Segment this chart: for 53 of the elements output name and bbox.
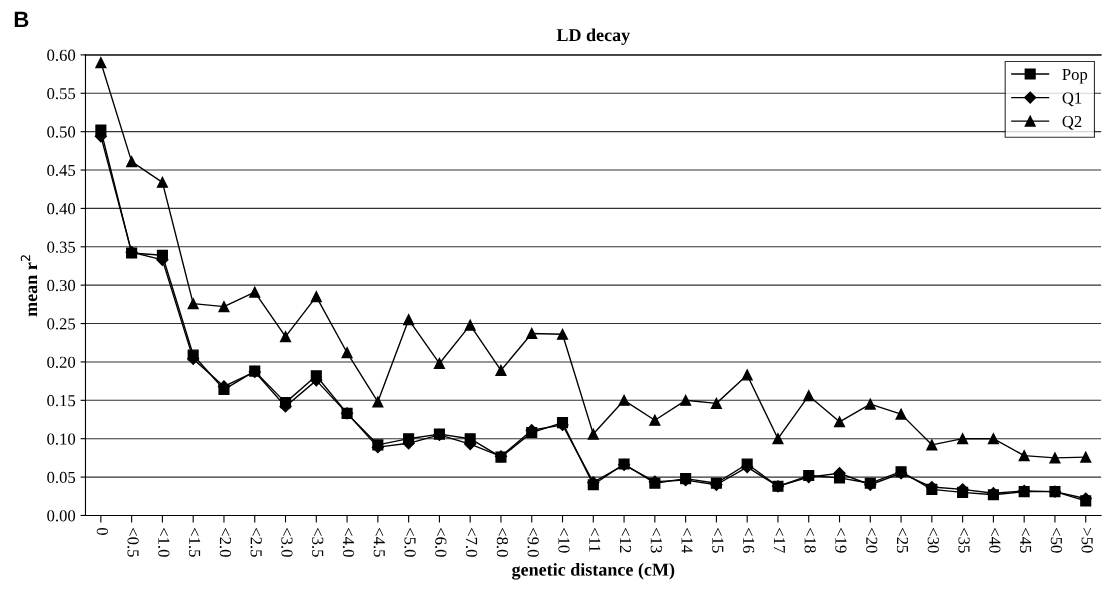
y-tick-label: 0.05 <box>47 471 76 484</box>
x-tick-label: <15 <box>712 528 724 553</box>
x-tick-label: <4.0 <box>342 528 355 557</box>
y-tick-label: 0.60 <box>47 49 76 61</box>
x-tick-label: <2.0 <box>219 528 232 557</box>
x-tick-label: <19 <box>835 528 847 553</box>
x-tick-label: 0 <box>96 527 108 535</box>
x-tick-label: <7.0 <box>465 528 478 557</box>
x-tick-label: <10 <box>558 528 570 553</box>
legend-label: Q2 <box>1062 115 1082 130</box>
x-tick-label: <16 <box>743 528 755 553</box>
x-tick-label: <6.0 <box>435 528 447 557</box>
text: B <box>14 11 29 28</box>
x-tick-label: <50 <box>1050 528 1063 553</box>
x-tick-label: <20 <box>866 528 878 553</box>
x-tick-label: <1.5 <box>188 528 201 557</box>
x-axis-title: genetic distance (cM) <box>512 563 675 580</box>
x-tick-label: <11 <box>589 528 601 552</box>
x-tick-label: <3.5 <box>312 528 324 557</box>
x-tick-label: <30 <box>927 528 939 553</box>
x-tick-label: <1.0 <box>158 528 170 557</box>
y-axis-title: mean r$^{2}$ <box>20 255 38 317</box>
x-tick-label: <13 <box>650 528 662 553</box>
x-tick-label: <9.0 <box>527 528 539 557</box>
y-tick-label: 0.15 <box>47 395 76 407</box>
y-tick-label: 0.25 <box>47 318 76 330</box>
y-tick-label: 0.45 <box>47 164 76 177</box>
x-tick-label: <2.5 <box>250 528 262 557</box>
x-tick-label: <40 <box>989 528 1001 553</box>
legend-label: Q1 <box>1062 92 1082 107</box>
x-tick-label: <4.5 <box>373 528 385 557</box>
y-tick-label: 0.30 <box>47 279 76 292</box>
x-tick-label: >50 <box>1081 528 1093 553</box>
y-tick-label: 0.50 <box>47 126 76 138</box>
x-tick-label: <0.5 <box>127 528 139 557</box>
y-tick-label: 0.20 <box>47 356 76 368</box>
x-tick-label: <3.0 <box>281 528 293 557</box>
y-tick-label: 0.35 <box>47 241 76 253</box>
y-tick-label: 0.55 <box>47 87 76 100</box>
x-tick-label: <18 <box>804 528 816 553</box>
x-tick-label: <35 <box>958 528 970 553</box>
y-tick-label: 0.00 <box>47 510 76 522</box>
x-tick-label: <25 <box>896 528 909 553</box>
x-tick-label: <14 <box>681 528 693 554</box>
x-tick-label: <8.0 <box>496 528 509 557</box>
x-tick-label: <17 <box>773 528 785 553</box>
x-tick-label: <45 <box>1020 528 1032 553</box>
x-tick-label: <12 <box>620 528 632 553</box>
x-tick-label: <5.0 <box>404 528 416 557</box>
y-tick-label: 0.40 <box>47 203 76 215</box>
legend-label: Pop <box>1062 68 1088 84</box>
y-tick-label: 0.10 <box>47 433 76 445</box>
chart-title: LD decay <box>556 28 630 45</box>
